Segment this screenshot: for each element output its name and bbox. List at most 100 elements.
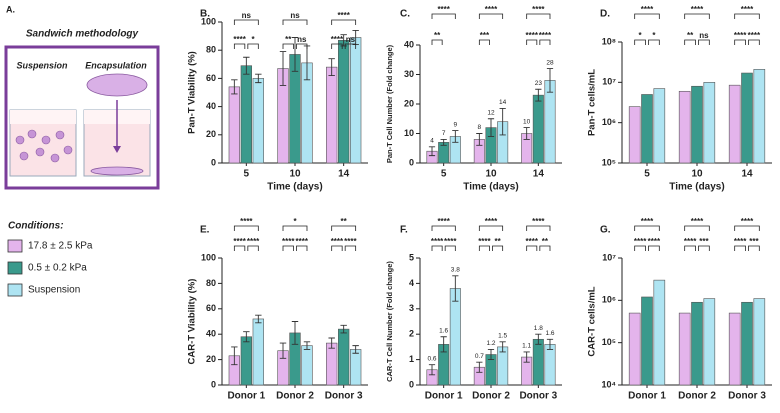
significance-label: ** xyxy=(341,217,348,226)
significance-bracket xyxy=(684,13,710,19)
significance-label: ns xyxy=(346,35,356,44)
panel-label: C. xyxy=(400,9,410,20)
significance-label: **** xyxy=(734,237,747,246)
significance-bracket xyxy=(526,225,551,231)
y-tick-label: 10 xyxy=(404,128,414,138)
bar xyxy=(338,40,350,164)
significance-bracket xyxy=(539,39,551,45)
significance-label: **** xyxy=(240,217,253,226)
significance-label: *** xyxy=(749,237,759,246)
significance-bracket xyxy=(331,43,343,49)
bar xyxy=(338,328,350,386)
error-bar xyxy=(291,37,299,72)
error-bar xyxy=(535,88,542,102)
significance-label: ** xyxy=(285,35,292,44)
significance-bracket xyxy=(331,225,357,231)
significance-bracket xyxy=(734,39,746,45)
data-label: 3.8 xyxy=(451,266,460,273)
y-tick-label: 40 xyxy=(206,101,216,111)
data-label: 10 xyxy=(523,118,531,125)
significance-bracket xyxy=(734,245,746,251)
data-label: 23 xyxy=(535,80,543,87)
significance-bracket xyxy=(431,225,456,231)
significance-bracket xyxy=(247,43,259,49)
panel-label: E. xyxy=(200,225,210,236)
significance-bracket xyxy=(492,245,504,251)
error-bar xyxy=(255,314,262,324)
significance-label: **** xyxy=(526,31,539,40)
x-axis-label: Time (days) xyxy=(267,182,322,193)
significance-bracket xyxy=(526,245,538,251)
error-bar xyxy=(487,118,495,137)
bar xyxy=(678,90,691,164)
x-tick-label: Donor 1 xyxy=(628,391,666,402)
x-tick-label: 5 xyxy=(644,169,650,180)
significance-bracket xyxy=(233,43,246,49)
data-label: 1.8 xyxy=(534,325,543,332)
significance-label: ns xyxy=(242,11,252,20)
significance-bracket xyxy=(331,19,357,25)
error-bar xyxy=(243,56,250,75)
significance-bracket xyxy=(684,225,710,231)
x-axis-label: Time (days) xyxy=(669,182,724,193)
significance-label: * xyxy=(639,31,643,40)
significance-bracket xyxy=(344,245,357,251)
error-bar xyxy=(340,34,347,47)
significance-label: ns xyxy=(297,35,307,44)
error-bar xyxy=(440,138,447,146)
error-bar xyxy=(440,336,447,353)
x-tick-label: Donor 3 xyxy=(519,391,557,402)
error-bar xyxy=(303,341,311,350)
panel-label: D. xyxy=(600,9,610,20)
bar xyxy=(678,312,691,386)
significance-label: **** xyxy=(344,237,357,246)
significance-bracket xyxy=(431,245,443,251)
significance-label: **** xyxy=(741,5,754,14)
x-tick-label: Donor 3 xyxy=(325,391,363,402)
significance-bracket xyxy=(684,39,696,45)
error-bar xyxy=(279,342,287,359)
significance-label: **** xyxy=(691,217,704,226)
bar xyxy=(350,349,362,386)
legend-title: Conditions: xyxy=(8,221,64,232)
y-tick-label: 60 xyxy=(206,303,216,313)
x-tick-label: Donor 1 xyxy=(425,391,463,402)
significance-bracket xyxy=(331,245,343,251)
significance-label: **** xyxy=(526,237,539,246)
bar xyxy=(449,288,461,386)
significance-label: **** xyxy=(532,217,545,226)
bar xyxy=(240,65,252,164)
significance-bracket xyxy=(748,245,760,251)
x-tick-label: Donor 3 xyxy=(728,391,766,402)
y-tick-label: 30 xyxy=(404,69,414,79)
significance-label: **** xyxy=(331,35,344,44)
bar xyxy=(252,78,264,164)
significance-label: **** xyxy=(437,217,450,226)
y-axis-label: Pan-T Viability (%) xyxy=(187,51,198,134)
bar xyxy=(741,72,753,164)
significance-bracket xyxy=(684,245,696,251)
significance-bracket xyxy=(233,225,259,231)
significance-label: **** xyxy=(478,237,491,246)
y-tick-label: 60 xyxy=(206,73,216,83)
significance-label: ns xyxy=(290,11,300,20)
significance-bracket xyxy=(734,225,760,231)
significance-label: **** xyxy=(485,5,498,14)
significance-bracket xyxy=(748,39,760,45)
error-bar xyxy=(452,275,459,302)
legend-swatch xyxy=(7,283,23,297)
legend-label: 17.8 ± 2.5 kPa xyxy=(28,241,93,252)
x-tick-label: Donor 1 xyxy=(227,391,265,402)
significance-label: **** xyxy=(485,217,498,226)
data-label: 4 xyxy=(430,137,434,144)
y-axis-label: CAR-T Viability (%) xyxy=(187,279,198,365)
significance-label: **** xyxy=(734,31,747,40)
y-tick-label: 100 xyxy=(201,16,216,26)
significance-label: **** xyxy=(634,237,647,246)
data-label: 7 xyxy=(442,130,446,137)
y-tick-label: 0 xyxy=(211,379,216,389)
error-bar xyxy=(476,133,483,146)
significance-bracket xyxy=(431,13,456,19)
significance-bracket xyxy=(282,225,308,231)
